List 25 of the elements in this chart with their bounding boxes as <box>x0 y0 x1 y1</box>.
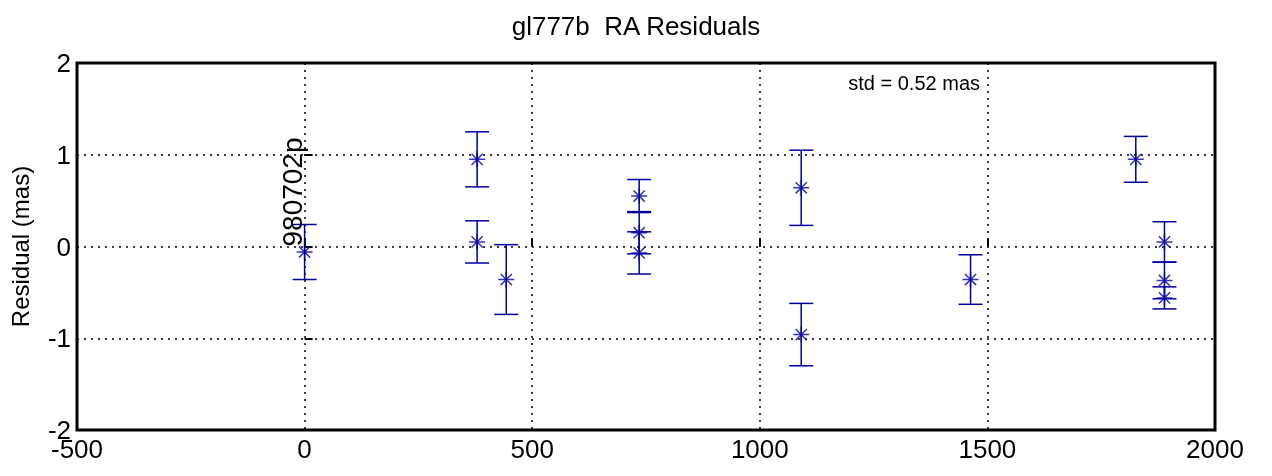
x-tick-label: 1500 <box>958 434 1017 464</box>
annotation: 980702p <box>277 137 309 247</box>
x-tick-label: 500 <box>510 434 554 464</box>
point <box>1155 233 1174 251</box>
y-tick-label: 2 <box>56 48 71 78</box>
point <box>630 187 648 205</box>
point <box>468 150 486 169</box>
point <box>961 270 980 289</box>
annotation: std = 0.52 mas <box>848 72 981 94</box>
y-tick-label: 0 <box>56 231 71 262</box>
point <box>792 325 810 344</box>
x-tick-label: 2000 <box>1186 434 1244 464</box>
point <box>468 233 486 251</box>
point <box>630 223 648 242</box>
point <box>497 270 515 289</box>
y-tick-label: 1 <box>56 139 71 170</box>
point <box>1155 271 1174 290</box>
point <box>630 244 648 262</box>
y-axis-title: Residual (mas) <box>6 165 34 328</box>
point <box>1127 150 1145 169</box>
point <box>792 179 810 197</box>
y-tick-label: -1 <box>47 323 71 354</box>
x-tick-label: 1000 <box>730 434 789 464</box>
chart-title: gl777b RA Residuals <box>511 11 761 41</box>
x-tick-label: 0 <box>297 434 312 464</box>
